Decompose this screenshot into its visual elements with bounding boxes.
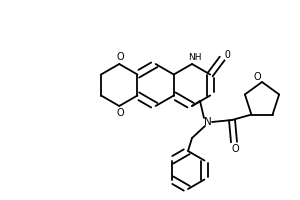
- Text: O: O: [224, 50, 230, 60]
- Text: O: O: [116, 52, 124, 62]
- Text: O: O: [253, 72, 261, 82]
- Text: O: O: [116, 108, 124, 118]
- Text: O: O: [231, 144, 239, 154]
- Text: NH: NH: [188, 52, 202, 62]
- Text: N: N: [204, 117, 212, 127]
